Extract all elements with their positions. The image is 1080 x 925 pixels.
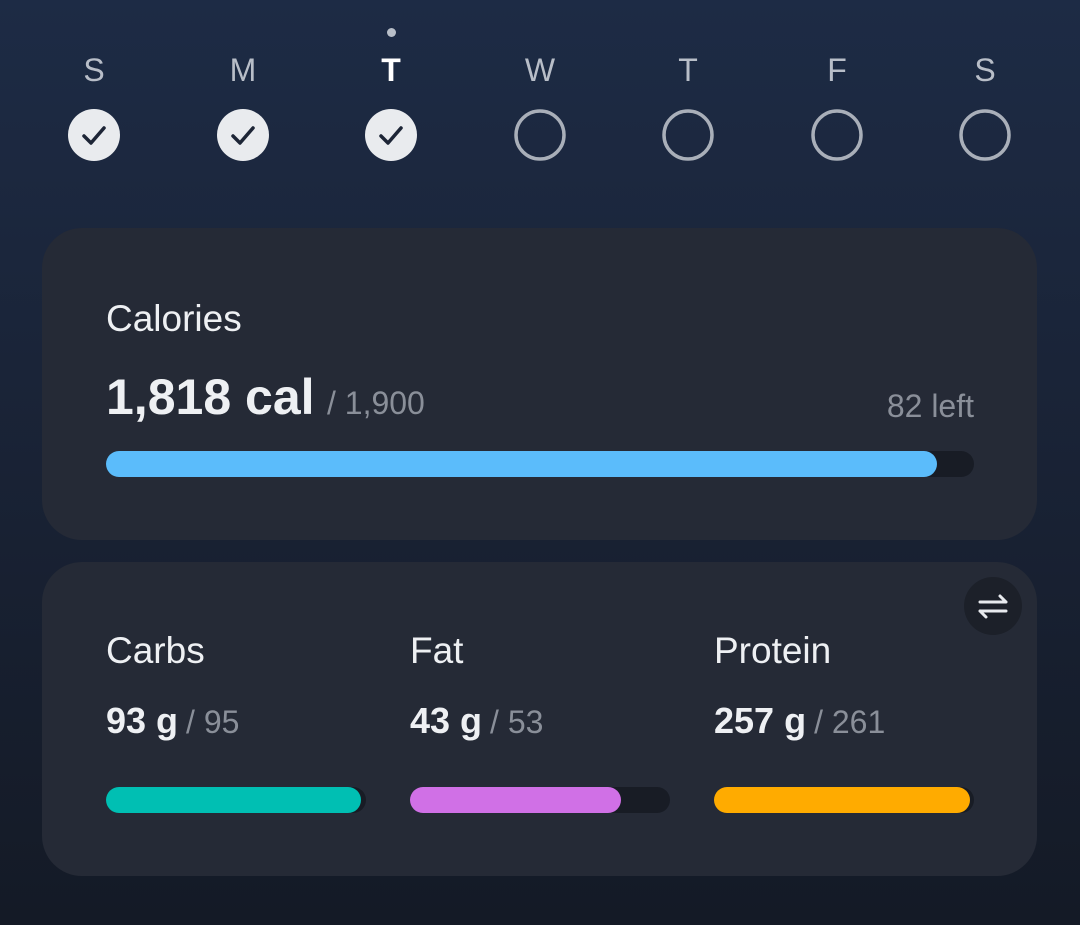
day-check-done[interactable] <box>64 105 124 165</box>
calories-card <box>42 228 1037 540</box>
empty-circle <box>959 109 1011 161</box>
macro-track <box>714 787 974 813</box>
check-mark <box>379 126 403 145</box>
calories-goal: / 1,900 <box>326 385 425 421</box>
today-dot <box>386 28 396 37</box>
empty-circle <box>811 109 863 161</box>
macro-progress <box>410 787 621 813</box>
macros-card <box>42 562 1037 876</box>
macro-name: Fat <box>410 630 464 671</box>
macro-goal: / 53 <box>490 704 544 740</box>
day-check-done[interactable] <box>213 105 273 165</box>
macro-amount: 257 g/ 261 <box>714 700 885 742</box>
calories-consumed: 1,818 cal <box>106 369 315 425</box>
macro-goal: / 95 <box>186 704 240 740</box>
calories-title: Calories <box>106 298 242 339</box>
day-letter: S <box>974 52 996 88</box>
day-check-done[interactable] <box>361 105 421 165</box>
day-check-empty[interactable] <box>658 105 718 165</box>
day-letter: W <box>524 52 556 88</box>
macro-track <box>410 787 670 813</box>
macro-name: Carbs <box>106 630 205 671</box>
calories-left: 82 left <box>886 388 974 424</box>
day-letter: M <box>229 52 257 88</box>
calories-amount: 1,818 cal / 1,900 <box>106 368 425 426</box>
check-circle <box>217 109 269 161</box>
check-circle <box>68 109 120 161</box>
macro-progress <box>106 787 361 813</box>
day-letter: S <box>83 52 105 88</box>
day-check-empty[interactable] <box>955 105 1015 165</box>
check-mark <box>231 126 255 145</box>
check-mark <box>82 126 106 145</box>
day-check-empty[interactable] <box>510 105 570 165</box>
swap-button[interactable] <box>964 577 1022 635</box>
swap-icon <box>978 594 1008 619</box>
macro-consumed: 257 g <box>714 700 807 741</box>
macro-progress <box>714 787 970 813</box>
calories-track <box>106 451 974 477</box>
macro-amount: 43 g/ 53 <box>410 700 543 742</box>
day-letter: T <box>678 52 698 88</box>
day-letter: F <box>827 52 847 88</box>
day-letter: T <box>381 52 401 88</box>
calories-progress <box>106 451 937 477</box>
day-check-empty[interactable] <box>807 105 867 165</box>
check-circle <box>365 109 417 161</box>
macro-consumed: 43 g <box>410 700 483 741</box>
empty-circle <box>662 109 714 161</box>
macro-amount: 93 g/ 95 <box>106 700 239 742</box>
macro-goal: / 261 <box>814 704 886 740</box>
empty-circle <box>514 109 566 161</box>
macro-consumed: 93 g <box>106 700 179 741</box>
macro-track <box>106 787 366 813</box>
macro-name: Protein <box>714 630 832 671</box>
